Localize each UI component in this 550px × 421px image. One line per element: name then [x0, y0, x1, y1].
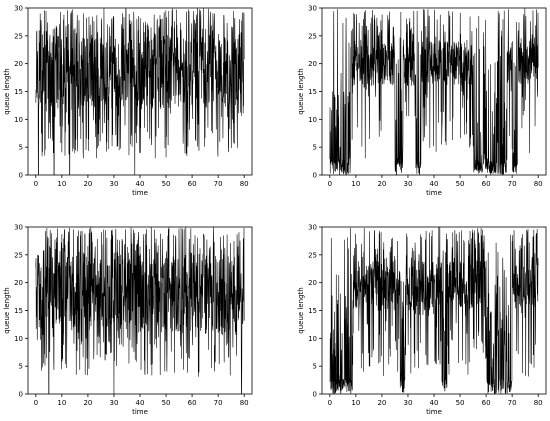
x-tick-label: 0	[34, 180, 38, 188]
series-line	[329, 227, 539, 394]
chart-bottom-left: 0 10 20 30 40 50 60 70 80 0 5 10 15 20 25 30 time queue l…	[3, 224, 253, 416]
x-tick-label: 10	[57, 399, 66, 407]
y-tick-label: 25	[14, 251, 23, 259]
y-tick-label: 20	[308, 60, 317, 68]
x-tick-label: 30	[403, 399, 412, 407]
series-line	[35, 8, 245, 175]
y-axis-label: queue length	[3, 287, 11, 333]
y-tick-label: 15	[308, 307, 317, 315]
y-tick-label: 10	[308, 116, 317, 124]
x-tick-label: 60	[188, 399, 197, 407]
x-tick-label: 50	[162, 180, 171, 188]
series-line	[35, 227, 245, 394]
x-tick-label: 40	[430, 399, 439, 407]
x-tick-label: 70	[508, 399, 517, 407]
y-tick-label: 30	[14, 5, 23, 13]
x-axis-label: time	[426, 189, 442, 197]
x-tick-label: 0	[328, 180, 332, 188]
x-tick-label: 50	[456, 180, 465, 188]
x-tick-label: 20	[83, 399, 92, 407]
y-tick-label: 5	[19, 144, 23, 152]
x-tick-label: 70	[508, 180, 517, 188]
x-tick-label: 30	[109, 399, 118, 407]
y-tick-label: 5	[313, 144, 317, 152]
x-tick-label: 80	[240, 180, 249, 188]
y-tick-label: 20	[14, 279, 23, 287]
x-tick-label: 30	[403, 180, 412, 188]
chart-bottom-right: 0 10 20 30 40 50 60 70 80 0 5 10 15 20 25 30 time queue l…	[297, 224, 547, 416]
series-line	[329, 8, 539, 175]
x-axis-label: time	[132, 189, 148, 197]
x-tick-label: 0	[34, 399, 38, 407]
y-axis-label: queue length	[297, 287, 305, 333]
y-tick-label: 5	[19, 363, 23, 371]
y-tick-label: 15	[308, 88, 317, 96]
x-tick-label: 20	[377, 399, 386, 407]
y-tick-label: 5	[313, 363, 317, 371]
y-tick-label: 30	[308, 5, 317, 13]
x-axis-label: time	[426, 408, 442, 416]
y-tick-label: 25	[308, 32, 317, 40]
y-tick-label: 30	[308, 224, 317, 232]
x-tick-label: 10	[57, 180, 66, 188]
y-tick-label: 0	[313, 391, 317, 399]
x-tick-label: 20	[83, 180, 92, 188]
y-tick-label: 20	[14, 60, 23, 68]
x-tick-label: 70	[214, 180, 223, 188]
x-tick-label: 0	[328, 399, 332, 407]
x-tick-label: 40	[136, 180, 145, 188]
x-tick-label: 80	[534, 180, 543, 188]
x-tick-label: 50	[162, 399, 171, 407]
chart-top-right: 0 10 20 30 40 50 60 70 80 0 5 10 15 20 25 30 time queue l…	[297, 5, 547, 197]
x-tick-label: 40	[136, 399, 145, 407]
y-tick-label: 25	[308, 251, 317, 259]
y-tick-label: 25	[14, 32, 23, 40]
y-tick-label: 15	[14, 88, 23, 96]
x-tick-label: 10	[351, 180, 360, 188]
chart-top-left: 0 10 20 30 40 50 60 70 80 0 5 10 15 20 25 30 time queue l…	[3, 5, 253, 197]
x-tick-label: 80	[240, 399, 249, 407]
y-tick-label: 10	[14, 335, 23, 343]
x-tick-label: 40	[430, 180, 439, 188]
x-tick-label: 20	[377, 180, 386, 188]
x-tick-label: 60	[482, 399, 491, 407]
y-axis-label: queue length	[3, 68, 11, 114]
x-tick-label: 80	[534, 399, 543, 407]
x-axis-label: time	[132, 408, 148, 416]
y-tick-label: 10	[14, 116, 23, 124]
y-tick-label: 10	[308, 335, 317, 343]
y-tick-label: 0	[313, 172, 317, 180]
x-tick-label: 70	[214, 399, 223, 407]
x-tick-label: 10	[351, 399, 360, 407]
y-tick-label: 0	[19, 172, 23, 180]
y-tick-label: 20	[308, 279, 317, 287]
y-tick-label: 30	[14, 224, 23, 232]
x-tick-label: 60	[188, 180, 197, 188]
y-tick-label: 0	[19, 391, 23, 399]
x-tick-label: 50	[456, 399, 465, 407]
x-tick-label: 30	[109, 180, 118, 188]
x-tick-label: 60	[482, 180, 491, 188]
y-axis-label: queue length	[297, 68, 305, 114]
y-tick-label: 15	[14, 307, 23, 315]
